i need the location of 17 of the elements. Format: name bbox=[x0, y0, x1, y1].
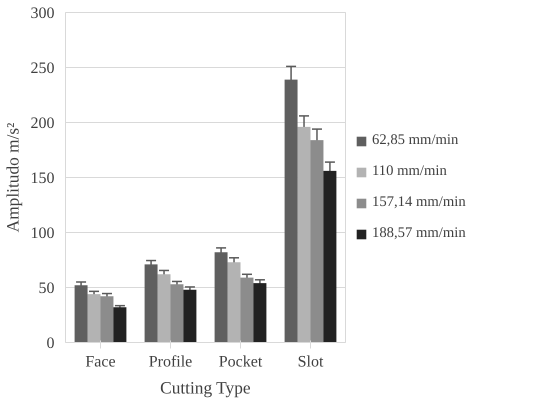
y-axis-title: Amplitudo m/s² bbox=[4, 122, 22, 232]
y-tick-label: 50 bbox=[38, 280, 54, 297]
legend-label: 157,14 mm/min bbox=[372, 194, 466, 211]
x-tick-label: Face bbox=[85, 354, 116, 370]
x-tick-label: Slot bbox=[298, 354, 324, 370]
y-tick-label: 200 bbox=[30, 115, 54, 132]
x-tick-label: Pocket bbox=[218, 354, 263, 370]
x-tick-label: Profile bbox=[148, 354, 192, 370]
y-tick-label: 150 bbox=[30, 170, 54, 187]
y-tick-label: 0 bbox=[46, 335, 54, 352]
y-tick-label: 300 bbox=[30, 5, 54, 22]
legend-label: 110 mm/min bbox=[372, 163, 447, 180]
y-tick-label: 250 bbox=[30, 60, 54, 77]
legend-label: 62,85 mm/min bbox=[372, 132, 458, 149]
x-axis-title: Cutting Type bbox=[160, 378, 251, 398]
legend-label: 188,57 mm/min bbox=[372, 225, 466, 242]
y-tick-label: 100 bbox=[30, 225, 54, 242]
